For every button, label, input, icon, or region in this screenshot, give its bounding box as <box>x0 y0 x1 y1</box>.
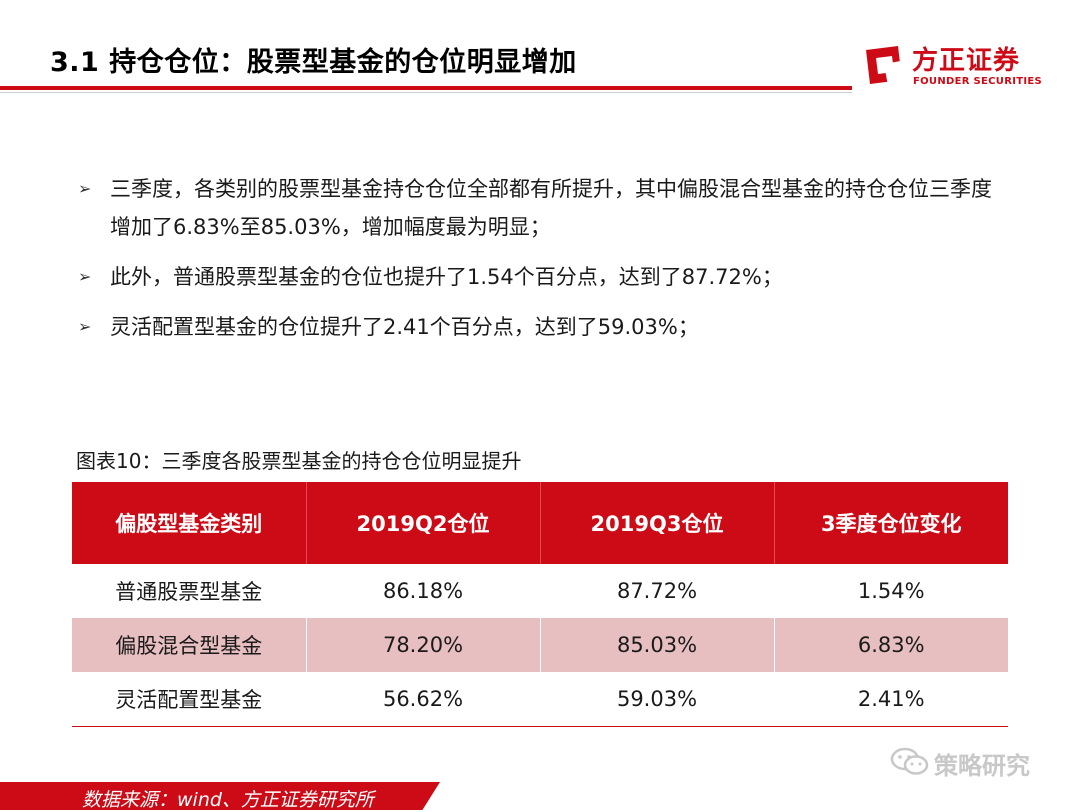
cell-change: 2.41% <box>773 672 1008 727</box>
arrow-right-icon: ➢ <box>78 317 92 336</box>
bullet-item: ➢ 此外，普通股票型基金的仓位也提升了1.54个百分点，达到了87.72%； <box>78 258 998 296</box>
bullet-text: 灵活配置型基金的仓位提升了2.41个百分点，达到了59.03%； <box>110 315 699 339</box>
footer-bar: 数据来源：wind、方正证券研究所 <box>0 782 440 810</box>
cell-q2: 86.18% <box>305 564 540 618</box>
bullet-text: 此外，普通股票型基金的仓位也提升了1.54个百分点，达到了87.72%； <box>110 265 783 289</box>
page-title: 3.1 持仓仓位：股票型基金的仓位明显增加 <box>50 47 577 78</box>
bullet-item: ➢ 三季度，各类别的股票型基金持仓仓位全部都有所提升，其中偏股混合型基金的持仓仓… <box>78 170 998 246</box>
cell-q3: 59.03% <box>539 672 774 727</box>
title-divider-thin <box>0 92 852 93</box>
wechat-icon <box>890 747 929 775</box>
watermark-text: 策略研究 <box>934 752 1030 780</box>
fund-position-table: 偏股型基金类别 2019Q2仓位 2019Q3仓位 3季度仓位变化 普通股票型基… <box>72 482 1008 727</box>
cell-change: 1.54% <box>773 564 1008 618</box>
header-q2: 2019Q2仓位 <box>305 482 540 564</box>
table-row: 偏股混合型基金 78.20% 85.03% 6.83% <box>72 618 1008 672</box>
title-divider <box>0 86 852 90</box>
header-change: 3季度仓位变化 <box>773 482 1008 564</box>
logo-text-cn: 方正证券 <box>912 46 1021 76</box>
founder-securities-logo: 方正证券 FOUNDER SECURITIES <box>862 40 1052 92</box>
arrow-right-icon: ➢ <box>78 179 92 198</box>
wechat-watermark: 策略研究 <box>890 742 1060 782</box>
bullet-text: 三季度，各类别的股票型基金持仓仓位全部都有所提升，其中偏股混合型基金的持仓仓位三… <box>110 177 992 239</box>
logo-text-en: FOUNDER SECURITIES <box>913 76 1043 87</box>
cell-category: 偏股混合型基金 <box>72 618 306 672</box>
table-row: 灵活配置型基金 56.62% 59.03% 2.41% <box>72 672 1008 727</box>
table-header-row: 偏股型基金类别 2019Q2仓位 2019Q3仓位 3季度仓位变化 <box>72 482 1008 564</box>
cell-category: 灵活配置型基金 <box>72 672 306 727</box>
founder-logo-icon <box>866 46 906 86</box>
cell-q3: 85.03% <box>539 618 774 672</box>
footer-source: 数据来源：wind、方正证券研究所 <box>82 789 374 811</box>
cell-q2: 78.20% <box>305 618 540 672</box>
header-category: 偏股型基金类别 <box>72 482 306 564</box>
bullet-item: ➢ 灵活配置型基金的仓位提升了2.41个百分点，达到了59.03%； <box>78 308 998 346</box>
cell-category: 普通股票型基金 <box>115 580 263 604</box>
cell-q3: 87.72% <box>539 564 774 618</box>
header-q3: 2019Q3仓位 <box>539 482 774 564</box>
table-caption: 图表10：三季度各股票型基金的持仓仓位明显提升 <box>76 449 522 473</box>
cell-change: 6.83% <box>773 618 1008 672</box>
table-row: 普通股票型基金 86.18% 87.72% 1.54% <box>72 564 1008 618</box>
bullet-list: ➢ 三季度，各类别的股票型基金持仓仓位全部都有所提升，其中偏股混合型基金的持仓仓… <box>78 170 998 358</box>
arrow-right-icon: ➢ <box>78 267 92 286</box>
cell-q2: 56.62% <box>305 672 540 727</box>
